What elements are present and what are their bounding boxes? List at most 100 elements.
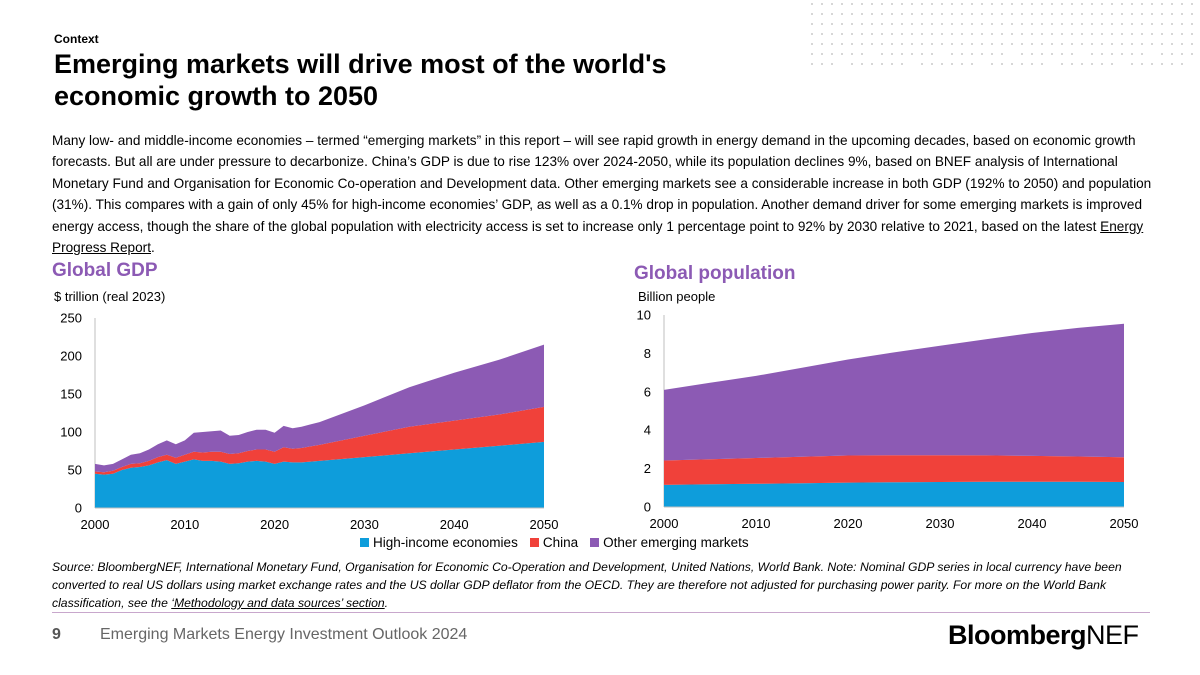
- energy-progress-report-link[interactable]: Energy Progress Report: [52, 218, 1144, 256]
- decor-dot: [1071, 13, 1073, 15]
- decor-dot: [1171, 43, 1173, 45]
- population-y-tick-label: 4: [644, 423, 651, 438]
- decor-dot: [1091, 63, 1093, 65]
- decor-dot: [831, 33, 833, 35]
- decor-dot: [1071, 43, 1073, 45]
- decor-dot: [1171, 53, 1173, 55]
- legend-swatch-china: [529, 538, 539, 547]
- decor-dot: [1141, 43, 1143, 45]
- decor-dot: [1001, 3, 1003, 5]
- decor-dot: [1101, 53, 1103, 55]
- decor-dot: [981, 23, 983, 25]
- decor-dot: [901, 53, 903, 55]
- legend-item-high-income: High-income economies: [360, 535, 518, 550]
- decor-dot: [931, 13, 933, 15]
- legend-label-other-em: Other emerging markets: [603, 535, 749, 550]
- decor-dot: [1151, 63, 1153, 65]
- decor-dot: [1091, 43, 1093, 45]
- gdp-y-axis-label: $ trillion (real 2023): [54, 289, 166, 304]
- decor-dot: [1151, 3, 1153, 5]
- decor-dot: [881, 43, 883, 45]
- decor-dot: [961, 43, 963, 45]
- decor-dot: [1041, 33, 1043, 35]
- decor-dot: [951, 43, 953, 45]
- decor-dot: [1111, 63, 1113, 65]
- decor-dot: [1181, 43, 1183, 45]
- gdp-x-tick-label: 2010: [170, 517, 199, 532]
- decor-dot: [1011, 63, 1013, 65]
- decor-dot: [901, 3, 903, 5]
- decor-dot: [1131, 43, 1133, 45]
- decor-dot: [1171, 13, 1173, 15]
- decor-dot: [991, 23, 993, 25]
- decor-dot: [1131, 63, 1133, 65]
- decor-dot: [1081, 43, 1083, 45]
- decor-dot: [991, 13, 993, 15]
- decor-dot: [1011, 23, 1013, 25]
- decor-dot: [931, 33, 933, 35]
- methodology-link[interactable]: ‘Methodology and data sources’ section: [171, 596, 385, 610]
- decor-dot: [1171, 33, 1173, 35]
- decor-dot: [1091, 33, 1093, 35]
- decor-dot: [841, 33, 843, 35]
- body-end: .: [150, 240, 155, 256]
- decor-dot: [941, 23, 943, 25]
- body-paragraph: Many low- and middle-income economies – …: [52, 130, 1152, 258]
- decor-dot: [851, 23, 853, 25]
- decor-dot: [981, 13, 983, 15]
- source-note: Source: BloombergNEF, International Mone…: [52, 558, 1152, 612]
- decor-dot: [1111, 23, 1113, 25]
- decor-dot: [921, 3, 923, 5]
- decor-dot: [1121, 33, 1123, 35]
- decor-dot: [1021, 63, 1023, 65]
- decor-dot: [1191, 43, 1193, 45]
- decor-dot: [811, 33, 813, 35]
- decor-dot: [1051, 43, 1053, 45]
- decor-dot: [891, 13, 893, 15]
- decor-dot: [891, 43, 893, 45]
- decor-dot: [1081, 33, 1083, 35]
- decor-dot: [1181, 53, 1183, 55]
- decor-dot: [961, 13, 963, 15]
- decor-dot: [1001, 33, 1003, 35]
- decor-dot: [841, 23, 843, 25]
- decor-dot: [811, 23, 813, 25]
- decor-dot: [1101, 43, 1103, 45]
- decor-dot: [821, 33, 823, 35]
- decor-dot: [1031, 33, 1033, 35]
- decor-dot: [971, 13, 973, 15]
- decor-dot: [961, 3, 963, 5]
- decor-dot: [811, 43, 813, 45]
- decor-dot: [1041, 23, 1043, 25]
- gdp-y-tick-label: 0: [75, 501, 82, 516]
- report-title: Emerging Markets Energy Investment Outlo…: [100, 626, 468, 643]
- decor-dot: [951, 23, 953, 25]
- decor-dot: [831, 43, 833, 45]
- gdp-area-high-income: [95, 441, 544, 508]
- decor-dot: [881, 33, 883, 35]
- decor-dot: [851, 3, 853, 5]
- page-number: 9: [52, 626, 61, 643]
- decor-dot: [1001, 23, 1003, 25]
- decor-dot: [861, 43, 863, 45]
- decor-dot: [1091, 3, 1093, 5]
- gdp-x-tick-label: 2020: [260, 517, 289, 532]
- decor-dot: [821, 63, 823, 65]
- decor-dot: [1061, 63, 1063, 65]
- decor-dot: [1121, 13, 1123, 15]
- decor-dot: [1021, 13, 1023, 15]
- decor-dot: [1161, 43, 1163, 45]
- decor-dot: [841, 43, 843, 45]
- decor-dot: [1171, 3, 1173, 5]
- decor-dot: [1141, 53, 1143, 55]
- decor-dot: [851, 53, 853, 55]
- decor-dot: [1001, 53, 1003, 55]
- decor-dot: [981, 53, 983, 55]
- population-x-tick-label: 2000: [650, 516, 679, 531]
- decor-dot: [931, 63, 933, 65]
- population-area-other-em: [664, 323, 1124, 461]
- gdp-x-tick-label: 2000: [81, 517, 110, 532]
- decor-dot: [851, 33, 853, 35]
- decor-dot: [1071, 3, 1073, 5]
- decor-dot: [1031, 43, 1033, 45]
